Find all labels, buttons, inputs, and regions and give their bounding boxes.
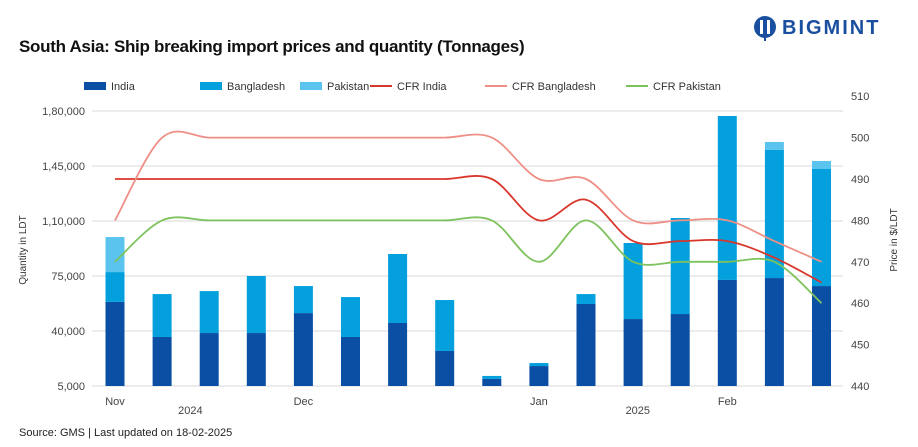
bar-bangladesh <box>246 276 266 334</box>
x-tick-label: Feb <box>718 396 737 408</box>
line-cfr-pakistan <box>114 216 823 304</box>
bar-bangladesh <box>435 300 455 351</box>
bar-india <box>388 322 408 386</box>
y2-axis-label: Price in $/LDT <box>889 208 900 271</box>
y2-tick-label: 500 <box>851 133 869 145</box>
y-tick-label: 1,10,000 <box>42 216 85 228</box>
bar-bangladesh <box>341 297 360 337</box>
x-tick-label: Nov <box>105 396 125 408</box>
bar-india <box>529 366 549 386</box>
legend-label: India <box>111 81 136 93</box>
globe-icon <box>754 16 776 41</box>
source-note: Source: GMS | Last updated on 18-02-2025 <box>19 427 233 439</box>
y-tick-label: 1,45,000 <box>42 161 85 173</box>
bar-bangladesh <box>482 375 502 379</box>
bar-india <box>764 278 784 386</box>
bar-india <box>105 301 125 386</box>
bar-bangladesh <box>670 218 690 315</box>
chart-title: South Asia: Ship breaking import prices … <box>19 37 525 56</box>
bar-india <box>576 303 596 386</box>
bar-bangladesh <box>152 294 172 337</box>
bar-bangladesh <box>764 149 784 279</box>
legend-label: Bangladesh <box>227 81 285 93</box>
y-tick-label: 1,80,000 <box>42 106 85 118</box>
legend-swatch <box>300 82 322 90</box>
y-tick-label: 40,000 <box>51 326 85 338</box>
y-axis-label: Quantity in LDT <box>18 215 29 284</box>
legend-label: CFR India <box>397 81 447 93</box>
y-tick-label: 75,000 <box>51 271 85 283</box>
bar-bangladesh <box>388 254 408 323</box>
bar-india <box>717 279 737 386</box>
bar-pakistan <box>105 237 125 273</box>
x-tick-label: 2024 <box>178 405 202 417</box>
y2-tick-label: 470 <box>851 257 869 269</box>
x-tick-label: Dec <box>294 396 314 408</box>
bar-bangladesh <box>199 291 219 334</box>
y2-tick-label: 450 <box>851 340 869 352</box>
y2-tick-label: 480 <box>851 215 869 227</box>
bigmint-logo: BIGMINT <box>752 14 880 42</box>
bar-bangladesh <box>623 243 643 320</box>
bar-bangladesh <box>529 363 549 367</box>
y2-tick-label: 490 <box>851 174 869 186</box>
bar-india <box>246 333 266 386</box>
bar-india <box>152 336 172 386</box>
legend-swatch <box>200 82 222 90</box>
y-tick-label: 5,000 <box>57 381 85 393</box>
bar-india <box>623 319 643 386</box>
logo-text: BIGMINT <box>782 16 881 39</box>
bar-india <box>199 333 219 386</box>
bar-india <box>812 286 831 386</box>
bar-india <box>293 313 313 386</box>
y2-tick-label: 510 <box>851 91 869 103</box>
bar-bangladesh <box>293 286 313 314</box>
legend-label: Pakistan <box>327 81 369 93</box>
bar-india <box>482 378 502 386</box>
bar-pakistan <box>764 141 784 150</box>
bar-bangladesh <box>105 272 125 302</box>
y2-tick-label: 440 <box>851 381 869 393</box>
bar-india <box>670 314 690 386</box>
y2-tick-label: 460 <box>851 298 869 310</box>
legend-label: CFR Pakistan <box>653 81 721 93</box>
bar-india <box>341 336 360 386</box>
legend-label: CFR Bangladesh <box>512 81 596 93</box>
bar-bangladesh <box>812 168 831 287</box>
bar-india <box>435 350 455 386</box>
bar-bangladesh <box>717 116 737 280</box>
bar-pakistan <box>812 160 831 169</box>
line-cfr-india <box>115 175 822 284</box>
x-tick-label: 2025 <box>626 405 650 417</box>
line-cfr-bangladesh <box>114 130 822 263</box>
x-tick-label: Jan <box>530 396 548 408</box>
legend-swatch <box>84 82 106 90</box>
bar-bangladesh <box>576 294 596 304</box>
